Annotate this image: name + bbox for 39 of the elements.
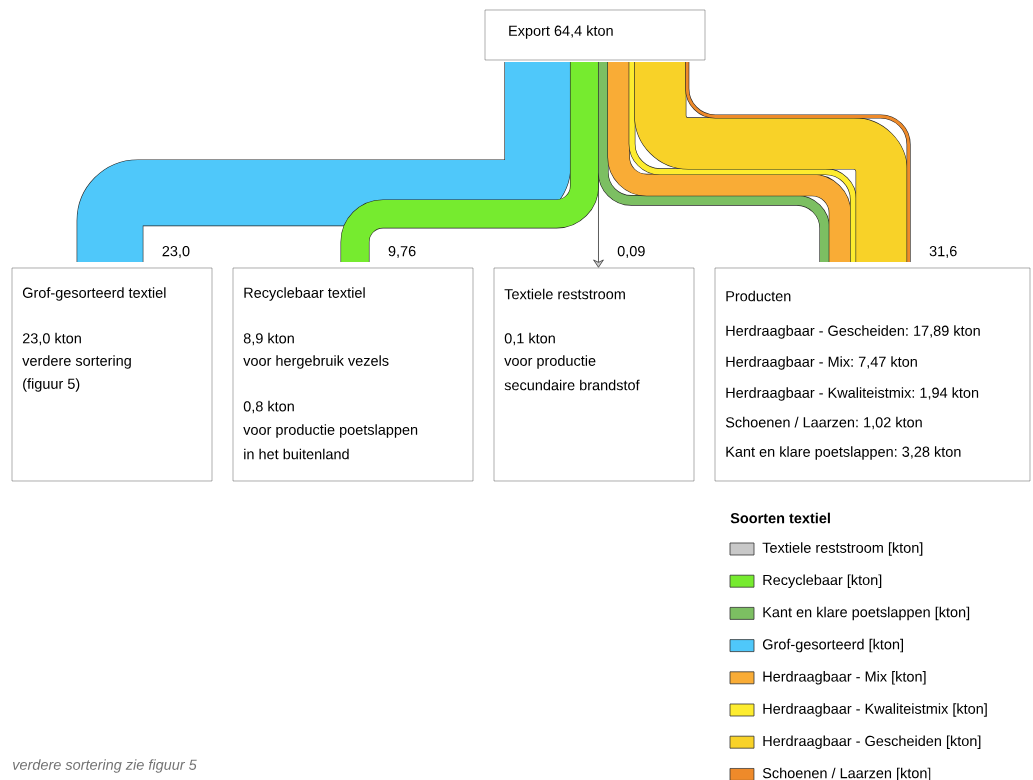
category-label: Producten bbox=[726, 290, 791, 302]
legend-label: Kant en klare poetslappen [kton] bbox=[763, 606, 970, 621]
data-label: 3,28 kton bbox=[902, 446, 961, 459]
text: Kant en klare poetslappen: bbox=[726, 446, 897, 460]
data-label: 1,94 kton bbox=[920, 387, 979, 400]
legend-label: Textiele reststroom [kton] bbox=[762, 542, 923, 556]
text: Herdraagbaar - Mix: bbox=[726, 356, 853, 370]
text: Export 64,4 kton bbox=[509, 25, 613, 39]
text: (figuur 5) bbox=[23, 378, 80, 392]
legend-label: Herdraagbaar - Mix [kton] bbox=[763, 671, 926, 685]
text: 31,6 bbox=[929, 246, 957, 258]
text: verdere sortering zie figuur 5 bbox=[13, 759, 197, 773]
text: in het buitenland bbox=[244, 448, 349, 460]
data-label: 1,02 kton bbox=[864, 416, 922, 430]
text: voor productie poetslappen bbox=[243, 424, 418, 438]
category-label: Grof-gesorteerd textiel bbox=[22, 287, 166, 301]
text: 0,1 kton bbox=[504, 332, 555, 346]
data-label: 0,09 bbox=[617, 246, 645, 258]
data-label: 9,76 bbox=[388, 246, 416, 258]
text: Schoenen / Laarzen: bbox=[725, 416, 858, 428]
data-label: 7,47 kton bbox=[858, 356, 917, 369]
text: 8,9 kton bbox=[243, 332, 294, 346]
legend-title: Soorten textiel bbox=[730, 512, 830, 524]
data-label: 23,0 bbox=[162, 246, 190, 258]
text: 23,0 kton bbox=[22, 332, 81, 346]
text: voor hergebruik vezels bbox=[243, 355, 389, 369]
text: verdere sortering bbox=[22, 355, 131, 369]
text: voor productie bbox=[504, 355, 596, 369]
text: Herdraagbaar - Gescheiden: bbox=[726, 325, 908, 339]
text: Herdraagbaar - Kwaliteistmix: bbox=[726, 387, 915, 401]
data-label: 17,89 kton bbox=[914, 325, 980, 338]
legend-label: Recyclebaar [kton] bbox=[763, 574, 882, 588]
category-label: Textiele reststroom bbox=[504, 288, 625, 300]
text: 0,8 kton bbox=[243, 400, 294, 414]
legend-label: Grof-gesorteerd [kton] bbox=[762, 638, 903, 653]
legend-label: Herdraagbaar - Kwaliteistmix [kton] bbox=[763, 703, 987, 717]
text: secundaire brandstof bbox=[504, 379, 640, 391]
category-label: Recyclebaar textiel bbox=[244, 287, 365, 301]
legend-label: Herdraagbaar - Gescheiden [kton] bbox=[763, 735, 981, 749]
